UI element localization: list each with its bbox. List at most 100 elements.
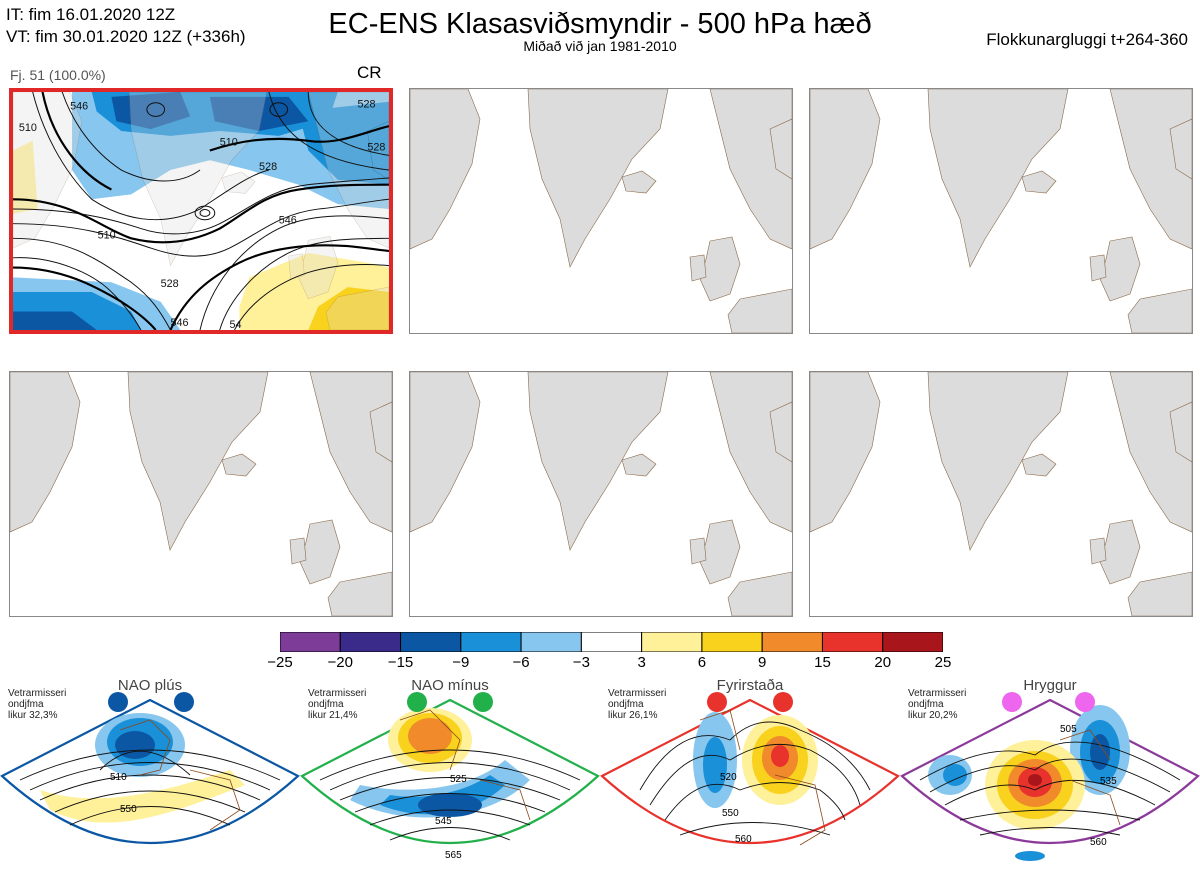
contour-label: 545 (435, 816, 452, 827)
colorbar-tick-label: −6 (512, 654, 530, 671)
contour-label: 546 (170, 317, 188, 329)
colorbar-tick-label: 6 (697, 654, 707, 671)
probability-label: likur 26,1% (608, 710, 658, 721)
months-label: ondjfma (608, 699, 644, 710)
regime-dot (473, 692, 493, 712)
cr-map: 510 528 546 528 510 546 528 546 54 528 5… (13, 92, 389, 330)
colorbar (280, 632, 943, 652)
regime-map: 520 550 560 (600, 692, 900, 846)
regime-blocking: Vetrarmisseri ondjfma likur 26,1% Fyrirs… (600, 677, 900, 870)
colorbar-tick-label: −15 (387, 654, 414, 671)
valid-time: VT: fim 30.01.2020 12Z (+336h) (6, 27, 246, 46)
colorbar-tick-label: 25 (934, 654, 952, 671)
contour-label: 528 (367, 142, 385, 154)
regime-map: 505 535 560 (900, 692, 1200, 861)
contour-label: 560 (735, 834, 752, 845)
colorbar-segment (400, 632, 462, 652)
colorbar-tick-label: 9 (758, 654, 767, 671)
colorbar-segment (701, 632, 763, 652)
colorbar-tick-label: 20 (874, 654, 892, 671)
regime-dot (707, 692, 727, 712)
season-label: Vetrarmisseri (308, 688, 367, 699)
contour-label: 510 (220, 137, 238, 149)
season-label: Vetrarmisseri (8, 688, 67, 699)
contour-label: 535 (1100, 776, 1117, 787)
colorbar-tick-label: 3 (637, 654, 646, 671)
map-panel-4 (9, 371, 393, 617)
regime-info: Vetrarmisseri ondjfma likur 26,1% (608, 688, 666, 721)
contour-label: 510 (19, 122, 37, 134)
page-title: EC-ENS Klasasviðsmyndir - 500 hPa hæð (328, 8, 872, 40)
contour-label: 505 (1060, 724, 1077, 735)
header-info: IT: fim 16.01.2020 12Z VT: fim 30.01.202… (6, 4, 246, 48)
regime-name: NAO mínus (411, 677, 489, 694)
regime-dot (407, 692, 427, 712)
contour-label: 546 (279, 215, 297, 227)
base-map (410, 89, 792, 333)
map-panel-5 (409, 371, 793, 617)
regime-dot (1002, 692, 1022, 712)
colorbar-segment (339, 632, 402, 652)
season-label: Vetrarmisseri (608, 688, 667, 699)
contour-label: 510 (98, 229, 116, 241)
map-panel-2 (409, 88, 793, 334)
probability-label: likur 20,2% (908, 710, 958, 721)
colorbar-tick-label: −9 (452, 654, 470, 671)
contour-label: 550 (722, 808, 739, 819)
regime-dot (174, 692, 194, 712)
regime-dot (1075, 692, 1095, 712)
months-label: ondjfma (308, 699, 344, 710)
contour-label: 520 (720, 772, 737, 783)
regime-dot (773, 692, 793, 712)
colorbar-tick-label: −3 (572, 654, 590, 671)
regime-ridge: Vetrarmisseri ondjfma likur 20,2% Hryggu… (900, 677, 1200, 870)
months-label: ondjfma (8, 699, 44, 710)
colorbar-segment (641, 632, 703, 652)
base-map (10, 372, 392, 616)
regime-name: Fyrirstaða (716, 677, 784, 694)
regime-name: NAO plús (117, 677, 183, 694)
colorbar-segment (761, 632, 823, 652)
regime-info: Vetrarmisseri ondjfma likur 32,3% (8, 688, 66, 721)
regime-info: Vetrarmisseri ondjfma likur 21,4% (308, 688, 366, 721)
regime-dot (108, 692, 128, 712)
regime-map: 525 545 565 (300, 692, 600, 861)
probability-label: likur 21,4% (308, 710, 358, 721)
map-panel-3 (809, 88, 1193, 334)
base-map (810, 89, 1192, 333)
colorbar-segment (460, 632, 522, 652)
map-panel-cr: 510 528 546 528 510 546 528 546 54 528 5… (9, 88, 393, 334)
contour-label: 528 (358, 99, 376, 111)
colorbar-segment (580, 632, 643, 652)
season-label: Vetrarmisseri (908, 688, 967, 699)
contour-label: 525 (450, 774, 467, 785)
regime-name: Hryggur (1023, 677, 1077, 694)
colorbar-tick-label: −20 (327, 654, 353, 671)
contour-label: 546 (70, 101, 88, 113)
classification-window: Flokkunargluggi t+264-360 (986, 30, 1188, 49)
contour-label: 510 (110, 772, 127, 783)
colorbar-segment (882, 632, 943, 652)
regime-map: 510 550 (0, 692, 300, 845)
months-label: ondjfma (908, 699, 944, 710)
regime-info: Vetrarmisseri ondjfma likur 20,2% (908, 688, 966, 721)
contour-label: 54 (230, 319, 242, 330)
colorbar-tick-label: 15 (814, 654, 831, 671)
colorbar-segment (520, 632, 582, 652)
contour-label: 565 (445, 850, 462, 861)
colorbar-segment (821, 632, 884, 652)
map-panel-6 (809, 371, 1193, 617)
member-count: Fj. 51 (100.0%) (10, 67, 106, 83)
page-subtitle: Miðað við jan 1981-2010 (523, 38, 677, 54)
colorbar-tick-label: −25 (267, 654, 293, 671)
colorbar-segment (280, 632, 341, 652)
regime-nao-plus: Vetrarmisseri ondjfma likur 32,3% NAO pl… (0, 677, 300, 870)
regime-code: CR (357, 63, 382, 82)
base-map (810, 372, 1192, 616)
probability-label: likur 32,3% (8, 710, 58, 721)
base-map (410, 372, 792, 616)
contour-label: 550 (120, 804, 137, 815)
contour-label: 528 (259, 161, 277, 173)
contour-label: 528 (161, 278, 179, 290)
regime-nao-minus: Vetrarmisseri ondjfma likur 21,4% NAO mí… (300, 677, 600, 870)
